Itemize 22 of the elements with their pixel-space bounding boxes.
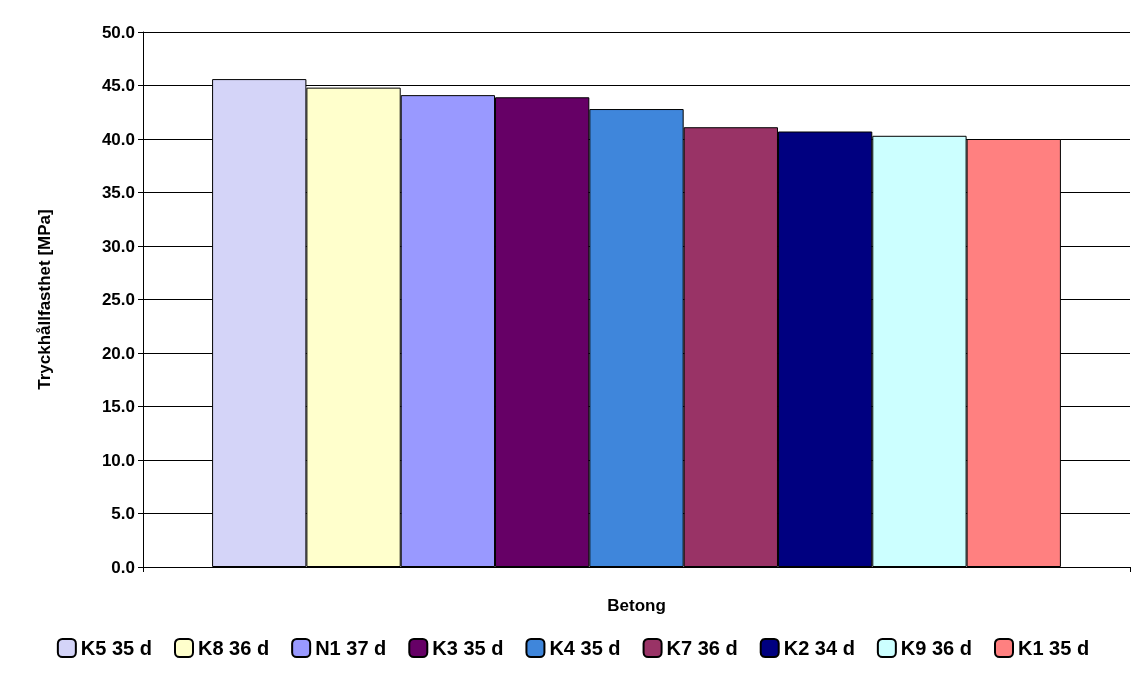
y-tick-label: 15.0 [101,397,135,416]
y-tick-label: 35.0 [101,183,135,202]
y-axis-title: Tryckhållfasthet [MPa] [35,209,54,390]
y-tick-label: 30.0 [101,236,135,256]
legend-label: K9 36 d [900,637,973,659]
y-tick-label: 50.0 [101,22,135,42]
y-tick-label: 20.0 [101,343,135,363]
legend-label: K7 36 d [666,637,738,659]
legend-label: K1 35 d [1018,637,1090,659]
y-tick-label: 45.0 [101,76,135,95]
legend-label: K3 35 d [432,637,504,659]
y-tick-label: 25.0 [101,290,135,309]
legend-label: K4 35 d [549,637,621,659]
legend-label: K5 35 d [80,637,153,659]
y-tick-label: 40.0 [101,129,135,149]
y-tick-label: 5.0 [111,504,135,523]
x-axis-title: Betong [607,596,666,615]
y-tick-label: 0.0 [111,557,135,577]
legend-label: K2 34 d [783,637,855,659]
legend-label: N1 37 d [315,637,387,659]
legend-label: K8 36 d [198,637,270,659]
y-tick-label: 10.0 [101,450,135,470]
